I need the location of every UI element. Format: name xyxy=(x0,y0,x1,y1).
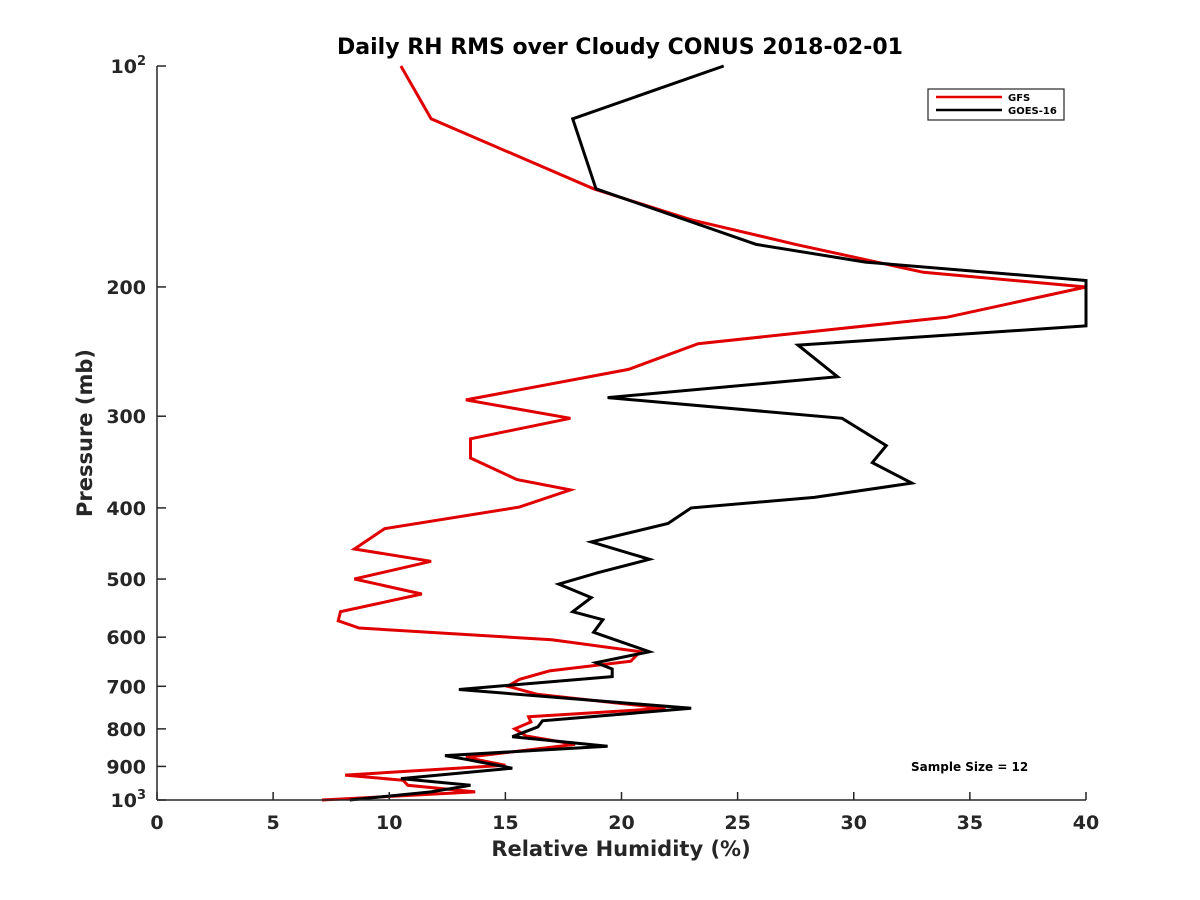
axes: 0 5 10 15 20 25 30 35 40 102 200 300 400 500 600 700 80… xyxy=(106,54,1099,834)
y-tick-label: 700 xyxy=(106,676,146,698)
x-ticks: 0 5 10 15 20 25 30 35 40 xyxy=(150,792,1099,834)
legend-label-goes16: GOES-16 xyxy=(1008,106,1057,117)
chart-title: Daily RH RMS over Cloudy CONUS 2018-02-0… xyxy=(337,35,903,60)
y-tick-label: 103 xyxy=(111,788,147,812)
y-tick-label: 400 xyxy=(106,498,146,520)
x-tick-label: 5 xyxy=(267,812,280,834)
y-tick-label: 102 xyxy=(111,54,147,78)
x-tick-label: 0 xyxy=(150,812,163,834)
legend: GFS GOES-16 xyxy=(927,88,1065,121)
legend-label-gfs: GFS xyxy=(1008,93,1030,104)
x-tick-label: 35 xyxy=(957,812,983,834)
x-tick-label: 20 xyxy=(608,812,634,834)
series-line-goes16 xyxy=(349,64,1088,802)
series-line-gfs xyxy=(321,65,1087,802)
sample-size-annotation: Sample Size = 12 xyxy=(911,760,1028,774)
x-tick-label: 10 xyxy=(376,812,402,834)
y-tick-label: 500 xyxy=(106,569,146,591)
y-tick-label: 800 xyxy=(106,719,146,741)
y-tick-label: 600 xyxy=(106,627,146,649)
y-tick-label: 900 xyxy=(106,756,146,778)
y-ticks: 102 200 300 400 500 600 700 800 900 103 xyxy=(106,54,166,812)
legend-box xyxy=(927,88,1065,121)
x-tick-label: 40 xyxy=(1073,812,1099,834)
x-axis-label: Relative Humidity (%) xyxy=(491,837,750,861)
y-axis-label: Pressure (mb) xyxy=(73,349,97,517)
y-tick-label: 300 xyxy=(106,406,146,428)
plot-area xyxy=(321,64,1088,802)
x-tick-label: 15 xyxy=(492,812,518,834)
x-tick-label: 25 xyxy=(724,812,750,834)
y-tick-label: 200 xyxy=(106,277,146,299)
x-tick-label: 30 xyxy=(841,812,867,834)
